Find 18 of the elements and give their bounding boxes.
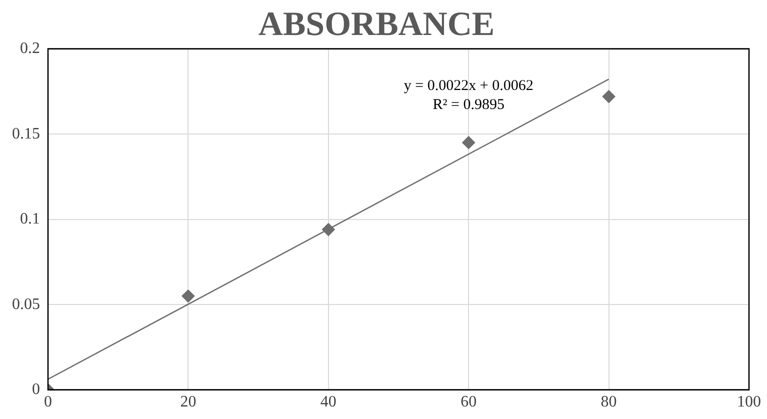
point (182, 290, 195, 303)
y-tick-label: 0 (32, 381, 40, 398)
y-tick-label: 0.2 (20, 40, 40, 58)
y-tick-label: 0.15 (12, 125, 40, 142)
annotation: R² = 0.9895 (432, 97, 504, 114)
x-tick-label: 40 (320, 394, 336, 411)
chart-title: ABSORBANCE (258, 6, 495, 44)
y-tick-label: 0.05 (12, 296, 40, 313)
point (602, 90, 616, 104)
point (462, 136, 476, 150)
x-tick-label: 100 (737, 394, 761, 411)
x-tick-label: 20 (180, 394, 196, 411)
x-tick-label: 60 (460, 394, 477, 411)
x-tick-label: 0 (44, 394, 52, 411)
y-tick-label: 0.1 (20, 210, 40, 228)
annotation: y = 0.0022x + 0.0062 (404, 78, 534, 94)
x-tick-label: 80 (600, 394, 617, 411)
point (322, 223, 335, 236)
